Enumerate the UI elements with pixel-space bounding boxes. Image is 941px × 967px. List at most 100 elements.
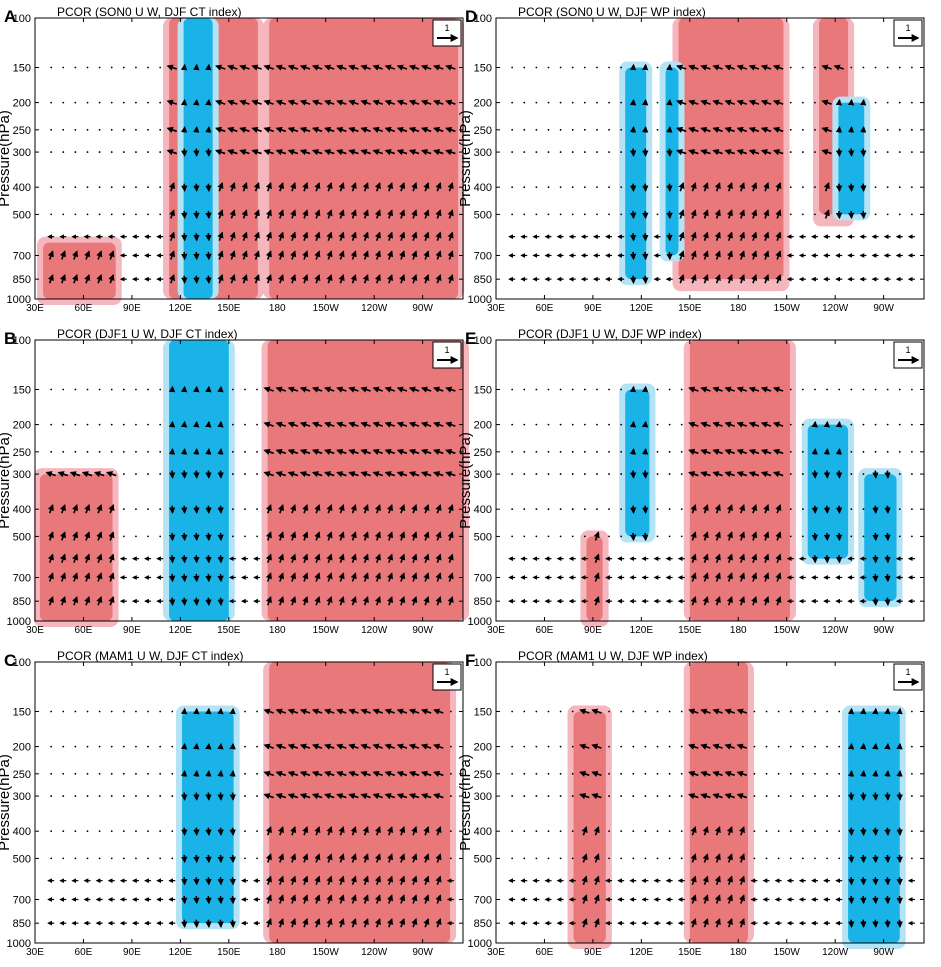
wind-vector: [411, 853, 418, 863]
wind-vector: [374, 231, 381, 241]
wind-vector: [765, 795, 768, 797]
wind-vector: [338, 572, 345, 582]
wind-vector: [896, 919, 903, 928]
wind-vector: [823, 532, 831, 542]
pressure-tick-label: 850: [13, 274, 31, 286]
wind-vector: [511, 710, 514, 713]
wind-vector: [435, 875, 442, 885]
wind-vector: [760, 64, 772, 71]
wind-vector: [535, 128, 538, 131]
wind-vector: [535, 101, 538, 104]
wind-vector: [593, 595, 600, 606]
wind-vector: [311, 126, 323, 133]
wind-vector: [336, 793, 347, 800]
wind-vector: [147, 857, 149, 860]
wind-vector: [86, 423, 89, 426]
wind-vector: [898, 388, 901, 391]
longitude-tick-label: 60E: [75, 303, 93, 314]
wind-vector: [620, 213, 623, 216]
wind-vector: [629, 470, 637, 479]
wind-vector: [724, 448, 735, 455]
wind-vector: [777, 772, 780, 775]
wind-vector: [256, 388, 258, 391]
wind-vector: [336, 386, 347, 393]
wind-vector: [314, 273, 321, 284]
wind-vector: [702, 231, 709, 241]
wind-vector: [229, 181, 236, 192]
wind-vector: [423, 531, 430, 541]
wind-vector: [581, 853, 588, 863]
wind-vector: [253, 273, 260, 284]
pressure-tick-label: 850: [474, 596, 492, 608]
longitude-tick-label: 90E: [123, 303, 141, 314]
wind-vector: [850, 423, 853, 426]
wind-vector: [108, 553, 115, 563]
wind-vector: [763, 209, 770, 219]
wind-vector: [523, 535, 526, 538]
wind-vector: [314, 250, 321, 260]
wind-vector: [666, 148, 673, 157]
wind-vector: [159, 151, 162, 153]
wind-vector: [171, 857, 174, 860]
wind-vector: [847, 742, 855, 750]
wind-vector: [751, 531, 758, 541]
wind-vector: [886, 388, 889, 391]
wind-vector: [299, 770, 311, 777]
wind-vector: [910, 857, 913, 860]
wind-vector: [751, 250, 758, 260]
wind-vector: [838, 745, 841, 748]
wind-vector: [772, 64, 784, 71]
wind-vector: [72, 553, 79, 563]
pressure-tick-label: 500: [13, 531, 31, 543]
longitude-tick-label: 120W: [822, 625, 849, 636]
wind-vector: [122, 710, 125, 713]
wind-vector: [399, 273, 406, 284]
longitude-tick-label: 30E: [487, 947, 505, 958]
wind-vector: [217, 597, 224, 606]
wind-vector: [408, 471, 420, 478]
wind-vector: [93, 471, 105, 478]
wind-vector: [275, 448, 287, 455]
wind-vector: [122, 423, 125, 426]
wind-vector: [511, 795, 514, 797]
wind-vector: [108, 250, 115, 260]
wind-vector: [433, 471, 444, 478]
wind-vector: [435, 209, 442, 219]
wind-vector: [217, 707, 224, 715]
wind-vector: [263, 421, 274, 428]
wind-vector: [168, 505, 176, 514]
wind-vector: [547, 213, 550, 216]
wind-vector: [726, 853, 733, 863]
wind-vector: [688, 708, 699, 715]
pressure-tick-label: 500: [474, 531, 492, 543]
wind-vector: [898, 535, 901, 538]
wind-vector: [571, 857, 574, 860]
wind-vector: [171, 830, 174, 833]
wind-vector: [523, 830, 526, 833]
wind-vector: [278, 917, 285, 928]
wind-vector: [62, 388, 65, 391]
wind-vector: [859, 742, 867, 750]
wind-vector: [193, 98, 200, 106]
wind-vector: [384, 708, 396, 715]
wind-vector: [690, 572, 697, 582]
pressure-tick-label: 700: [13, 894, 31, 906]
wind-vector: [814, 857, 816, 860]
wind-vector: [910, 101, 913, 104]
wind-vector: [135, 745, 137, 748]
wind-vector: [593, 875, 600, 885]
wind-vector: [98, 101, 101, 104]
wind-vector: [420, 708, 432, 715]
wind-vector: [275, 126, 287, 133]
longitude-tick-label: 150W: [774, 303, 801, 314]
longitude-tick-label: 120E: [169, 625, 193, 636]
wind-vector: [896, 827, 903, 836]
wind-vector: [86, 772, 89, 775]
wind-vector: [826, 710, 828, 713]
wind-vector: [372, 64, 383, 71]
wind-vector: [278, 875, 285, 885]
wind-vector: [559, 857, 562, 860]
wind-vector: [135, 450, 137, 453]
wind-vector: [862, 423, 865, 426]
positive-region: [689, 662, 748, 943]
